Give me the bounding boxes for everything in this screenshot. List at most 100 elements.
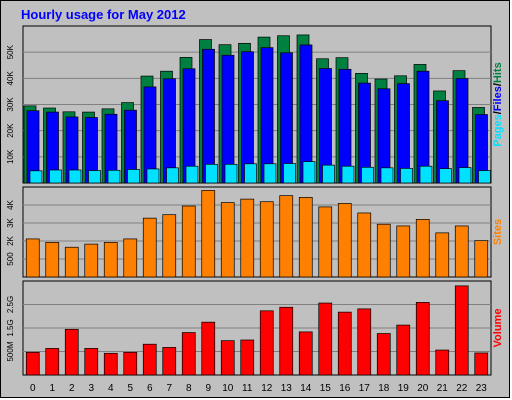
volume-bar — [454, 285, 469, 376]
pages-bar — [380, 167, 394, 184]
legend-item-sites: Sites — [492, 219, 504, 245]
x-tick-label: 16 — [339, 383, 351, 394]
x-tick-label: 21 — [437, 383, 449, 394]
sites-bar — [279, 195, 294, 278]
panel-volume: 500M 1.5G 2.5G Volume — [6, 280, 504, 376]
sites-bar — [454, 225, 469, 278]
pages-bar — [439, 168, 452, 184]
sites-bar — [220, 202, 235, 278]
hits-y-tick-label: 30K — [6, 97, 15, 112]
legend-item-pages: Pages — [492, 114, 504, 146]
x-tick-label: 7 — [166, 383, 172, 394]
panel-hits: 10K 20K 30K 40K 50K Pages/Files/Hits — [6, 25, 504, 184]
volume-bar — [318, 302, 333, 376]
x-tick-label: 2 — [69, 383, 75, 394]
volume-y-tick-label: 500M — [6, 341, 15, 361]
x-tick-label: 9 — [205, 383, 211, 394]
volume-bar — [123, 351, 138, 376]
hits-y-tick-label: 50K — [6, 44, 15, 59]
files-bar — [260, 47, 274, 184]
volume-bar — [376, 333, 391, 376]
volume-bar — [474, 352, 489, 376]
x-tick-label: 19 — [398, 383, 410, 394]
volume-bar — [103, 352, 118, 376]
pages-bar — [302, 161, 316, 184]
x-tick-label: 20 — [417, 383, 429, 394]
sites-y-tick-label: 4K — [6, 199, 15, 209]
sites-bar — [181, 205, 196, 278]
sites-bar — [298, 197, 313, 278]
x-tick-label: 11 — [242, 383, 253, 394]
chart-title: Hourly usage for May 2012 — [21, 7, 186, 22]
x-tick-label: 12 — [261, 383, 273, 394]
files-bar — [241, 51, 254, 184]
sites-bar — [318, 206, 333, 278]
pages-bar — [458, 167, 472, 184]
sites-plot-area — [22, 186, 492, 278]
hits-legend: Pages/Files/Hits — [492, 62, 504, 146]
sites-bar — [142, 217, 157, 278]
files-bar — [221, 54, 235, 184]
volume-bar — [298, 331, 313, 376]
volume-bar — [142, 343, 157, 376]
x-tick-label: 6 — [147, 383, 153, 394]
sites-bar — [435, 232, 450, 278]
x-tick-label: 15 — [320, 383, 332, 394]
pages-bar — [322, 164, 335, 184]
x-tick-label: 5 — [127, 383, 133, 394]
pages-bar — [224, 163, 238, 184]
x-tick-label: 18 — [378, 383, 390, 394]
x-tick-label: 14 — [300, 383, 312, 394]
volume-y-tick-label: 1.5G — [6, 319, 15, 336]
sites-bar — [396, 225, 411, 278]
pages-bar — [185, 165, 199, 184]
sites-bar — [201, 190, 216, 278]
x-tick-label: 13 — [281, 383, 293, 394]
pages-bar — [166, 167, 179, 184]
volume-bar — [240, 339, 255, 376]
sites-bar — [357, 212, 372, 278]
hits-y-tick-label: 10K — [6, 149, 15, 164]
panel-sites: 500 2K 3K 4K Sites — [6, 186, 504, 278]
sites-bar — [123, 238, 138, 278]
pages-bar — [107, 169, 121, 184]
pages-bar — [419, 165, 433, 184]
legend-item-volume: Volume — [492, 309, 504, 348]
x-tick-label: 4 — [108, 383, 114, 394]
volume-bar — [181, 332, 196, 376]
files-bar — [202, 48, 215, 184]
pages-bar — [361, 166, 374, 184]
hits-y-tick-label: 20K — [6, 123, 15, 138]
pages-bar — [49, 169, 62, 184]
pages-bar — [68, 169, 82, 184]
volume-bar — [279, 306, 294, 376]
volume-bar — [201, 321, 216, 376]
sites-bar — [25, 238, 40, 278]
x-tick-label: 0 — [30, 383, 36, 394]
sites-bar — [259, 201, 274, 278]
sites-bar — [240, 198, 255, 278]
sites-bar — [474, 240, 489, 278]
volume-y-tick-label: 2.5G — [6, 296, 15, 313]
pages-bar — [29, 170, 43, 184]
legend-item-hits: Hits — [492, 62, 504, 83]
pages-bar — [478, 170, 491, 184]
x-tick-label: 3 — [88, 383, 94, 394]
sites-bar — [64, 246, 79, 278]
files-bar — [163, 78, 176, 184]
files-bar — [182, 68, 196, 184]
sites-bar — [337, 203, 352, 278]
x-tick-label: 1 — [49, 383, 55, 394]
sites-y-tick-label: 500 — [6, 252, 15, 266]
sites-bar — [45, 242, 60, 278]
volume-bar — [64, 328, 79, 376]
volume-bar — [435, 349, 450, 376]
volume-bar — [415, 302, 430, 376]
x-tick-label: 8 — [186, 383, 192, 394]
x-tick-label: 23 — [476, 383, 488, 394]
x-tick-label: 17 — [359, 383, 371, 394]
sites-y-tick-label: 2K — [6, 235, 15, 245]
volume-bar — [162, 347, 177, 376]
